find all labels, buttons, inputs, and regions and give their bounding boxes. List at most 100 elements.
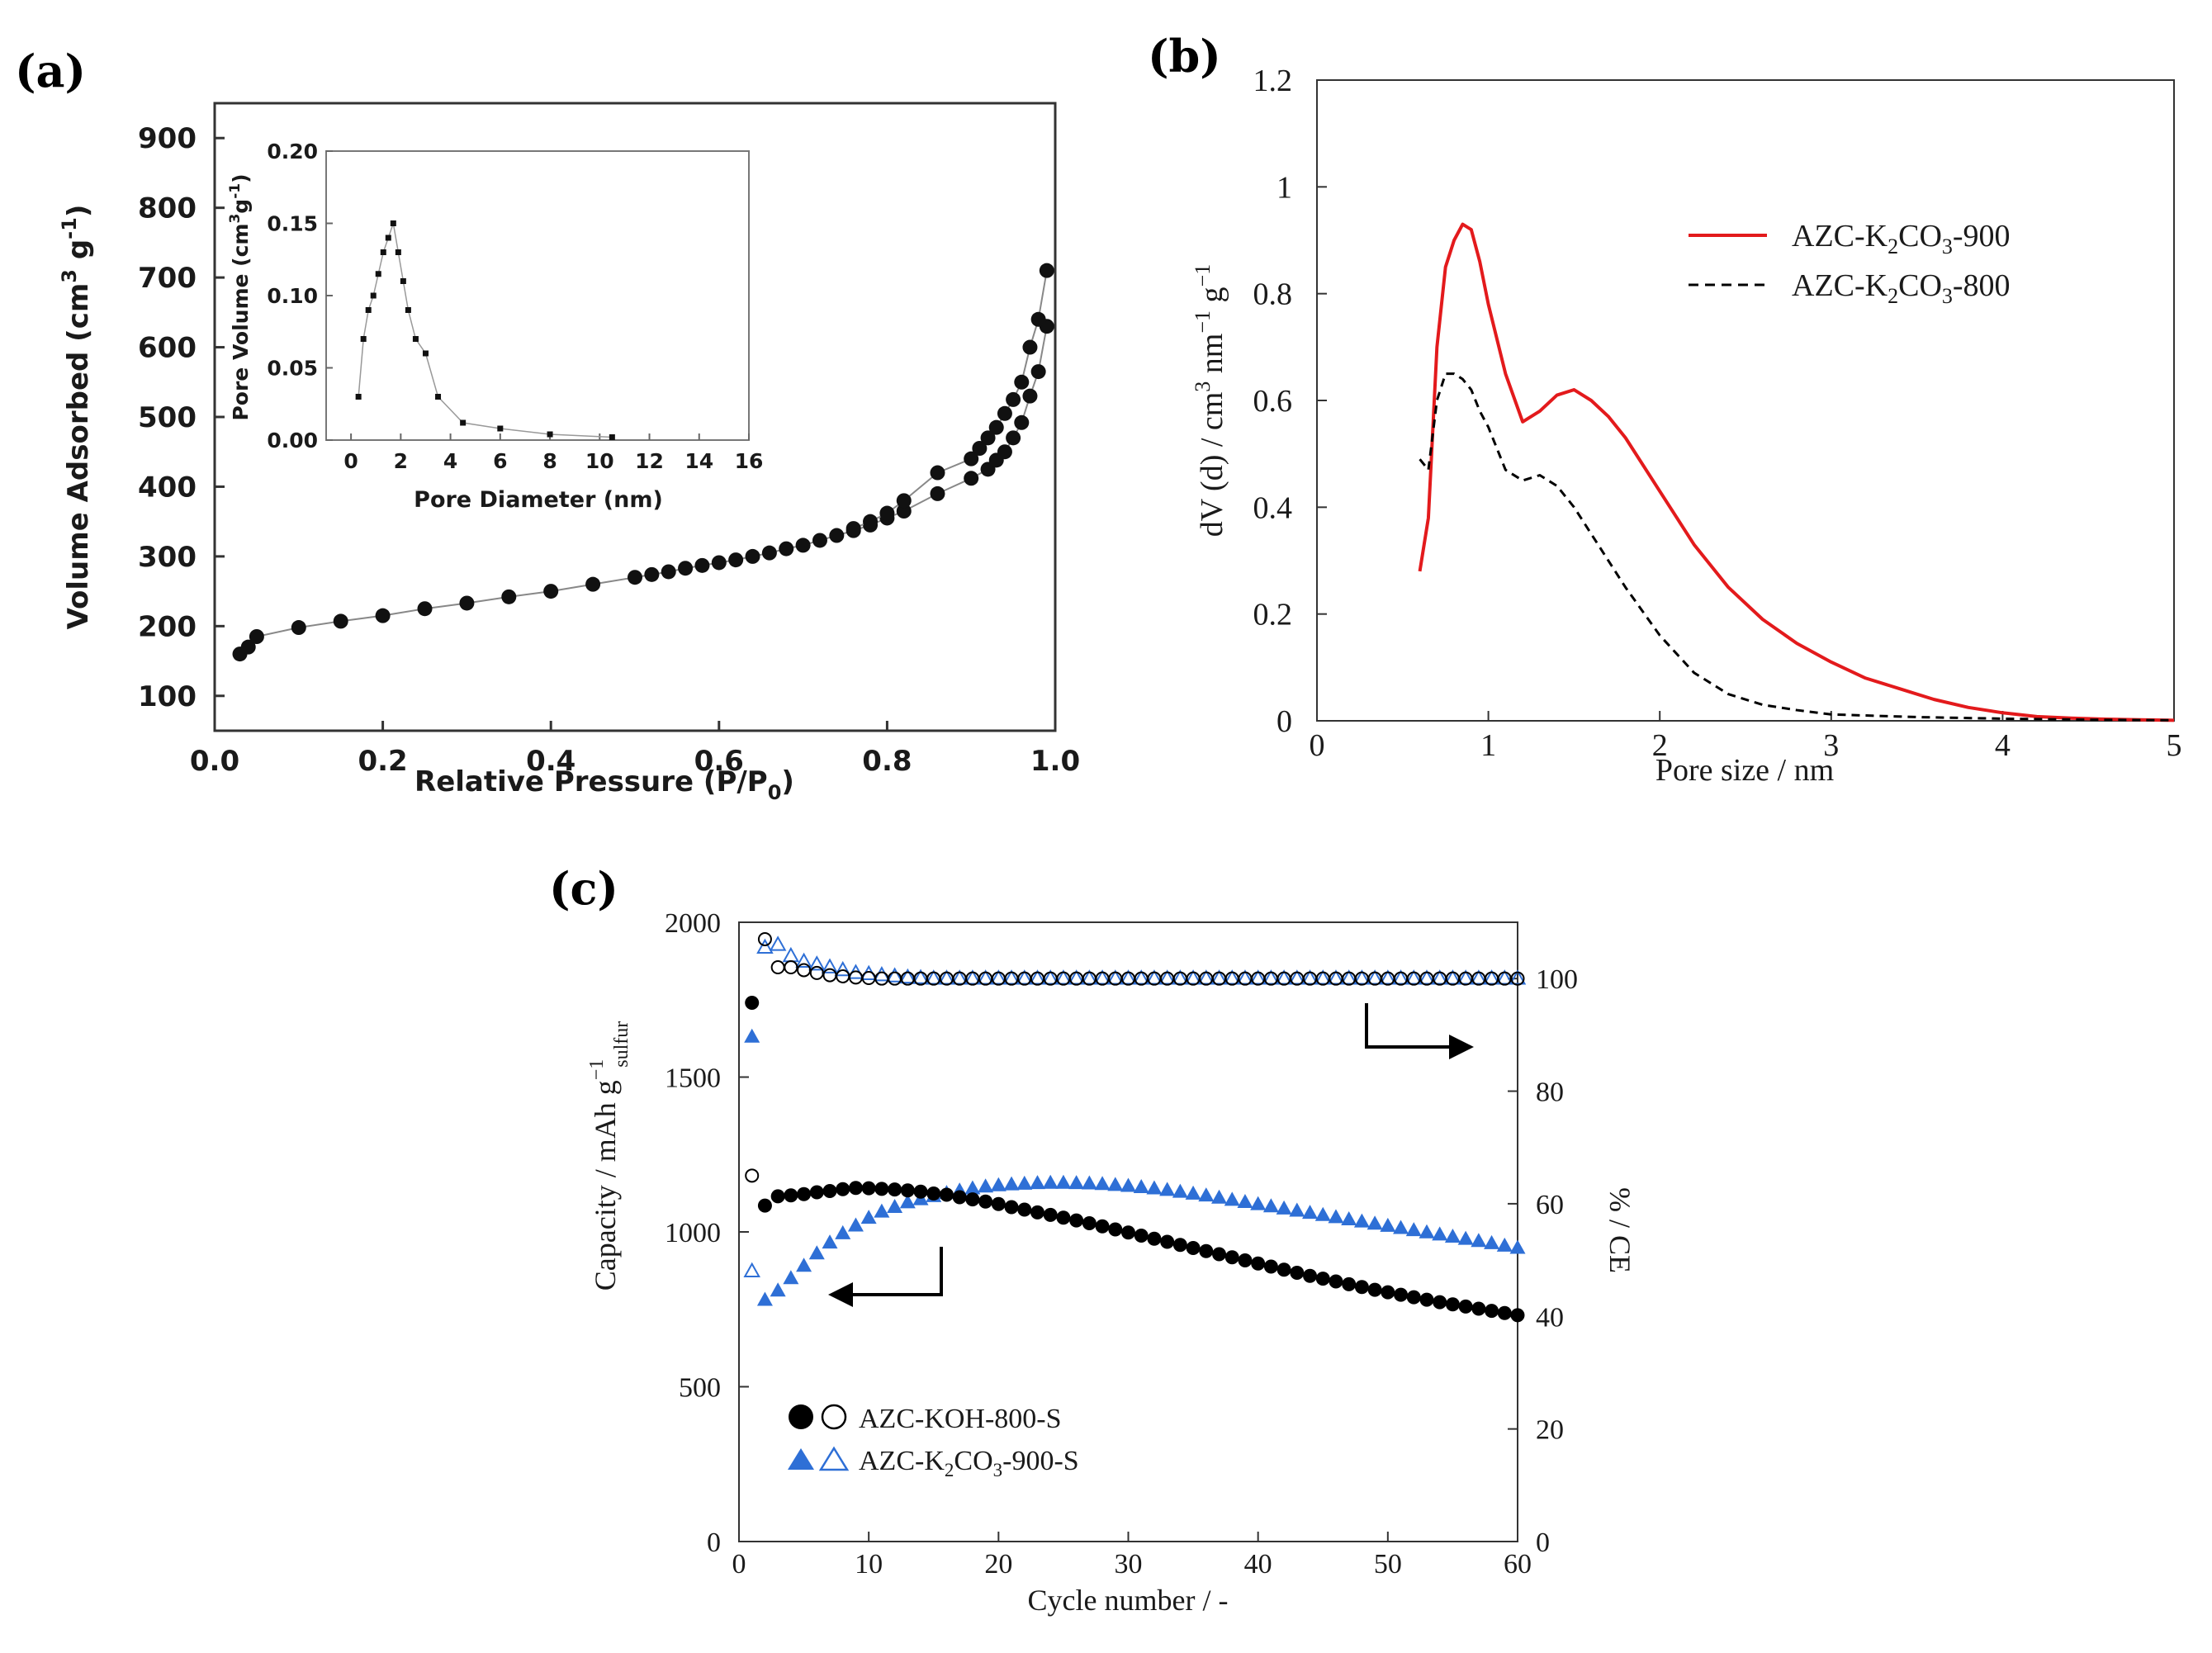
capacity-koh-800-s-point	[861, 1181, 876, 1196]
legend-900-label: AZC-K2CO3-900	[1792, 219, 2011, 258]
y-tick-right-label: 0	[1536, 1527, 1550, 1558]
capacity-k2co3-900-s-point	[1198, 1187, 1215, 1202]
capacity-koh-800-s-point	[848, 1181, 863, 1196]
ce-k2co3-900-s-point	[1041, 969, 1059, 985]
adsorption-point	[829, 528, 845, 543]
panel-b-legend: AZC-K2CO3-900 AZC-K2CO3-800	[1689, 219, 2011, 308]
adsorption-point	[1030, 364, 1046, 380]
ce-k2co3-900-s-point	[1353, 969, 1371, 985]
desorption-point	[1022, 339, 1038, 355]
capacity-k2co3-900-s-point	[1055, 1174, 1072, 1189]
y-tick-left-label: 1000	[665, 1218, 721, 1248]
y-tick-left-label: 500	[679, 1373, 721, 1404]
capacity-k2co3-900-s-point	[756, 1291, 773, 1306]
capacity-koh-800-s-point	[1342, 1276, 1357, 1291]
ce-k2co3-900-s-point	[1405, 969, 1423, 985]
ce-k2co3-900-s-point	[1106, 969, 1125, 985]
ce-k2co3-900-s-point	[756, 938, 774, 954]
capacity-koh-800-s-point	[1043, 1207, 1058, 1222]
capacity-k2co3-900-s-point	[887, 1199, 903, 1213]
ce-k2co3-900-s-point	[1236, 969, 1254, 985]
adsorption-point	[249, 629, 264, 644]
arrow-left-indicator	[828, 1247, 943, 1307]
panel-a-x-label: Relative Pressure (P/P0)	[414, 765, 794, 804]
capacity-koh-800-s-point	[745, 996, 760, 1010]
capacity-koh-800-s-point	[939, 1187, 954, 1202]
capacity-k2co3-900-s-point	[808, 1245, 825, 1260]
inset-point	[405, 307, 411, 313]
panel-c-y-ticks-left: 0 500 1000 1500 2000	[665, 908, 749, 1558]
capacity-k2co3-900-s-point	[1068, 1175, 1085, 1190]
capacity-k2co3-900-s-point	[835, 1224, 851, 1239]
panel-b-y-ticks: 0 0.2 0.4 0.6 0.8 1 1.2	[1253, 64, 1327, 739]
panel-a: (a) 0.0 0.2 0.4 0.6 0.8 1.0 10020030040050060…	[15, 45, 1080, 804]
ce-k2co3-900-s-point	[821, 958, 839, 973]
ce-k2co3-900-s-point	[1275, 969, 1293, 985]
capacity-k2co3-900-s-point	[990, 1177, 1007, 1191]
capacity-k2co3-900-s-point	[1159, 1182, 1176, 1196]
capacity-koh-800-s-point	[809, 1185, 824, 1200]
adsorption-point	[812, 533, 827, 548]
adsorption-point	[678, 561, 694, 576]
inset-point	[365, 307, 372, 313]
panel-a-series	[232, 263, 1054, 662]
inset-point	[355, 394, 362, 400]
desorption-point	[997, 405, 1012, 421]
panel-c-label: (c)	[549, 862, 618, 915]
y-tick-right-label: 20	[1536, 1415, 1564, 1446]
y-tick-label: 0.2	[1253, 598, 1293, 632]
x-tick-label: 60	[1504, 1549, 1532, 1580]
panel-a-inset: 0 2 4 6 8 10 12 14 16 0.00 0.05 0.10 0.15 0.20 Pore …	[227, 140, 763, 513]
ce-k2co3-900-s-point	[899, 968, 917, 984]
capacity-koh-800-s-point	[1172, 1238, 1187, 1253]
capacity-koh-800-s-point	[1419, 1292, 1434, 1307]
adsorption-point	[644, 566, 660, 582]
inset-point	[422, 350, 429, 357]
capacity-k2co3-900-s-point	[770, 1282, 786, 1297]
inset-x-ticks: 0 2 4 6 8 10 12 14 16	[343, 433, 763, 473]
adsorption-point	[333, 613, 348, 629]
legend-koh-filled-marker	[789, 1404, 813, 1429]
y-tick-label: 0.8	[1253, 277, 1293, 312]
capacity-koh-800-s-point	[1367, 1282, 1382, 1297]
panel-b: (b) 0 1 2 3 4 5 0 0.2 0.4 0.6 0.8 1 1.2 Pore size /…	[1148, 30, 2182, 788]
inset-y-label: Pore Volume (cm3g-1)	[227, 173, 253, 420]
x-tick-label: 0.8	[862, 745, 912, 778]
series-AZC-K2CO3-900	[1418, 222, 2175, 722]
inset-x-label: Pore Diameter (nm)	[414, 487, 663, 513]
desorption-point	[879, 505, 895, 521]
capacity-k2co3-900-s-point	[860, 1210, 877, 1224]
inset-y-tick-label: 0.20	[267, 140, 318, 163]
y-tick-label: 500	[138, 401, 197, 434]
desorption-point	[972, 441, 988, 456]
capacity-koh-800-s-point	[1121, 1225, 1135, 1240]
capacity-koh-800-s-point	[913, 1184, 928, 1199]
capacity-k2co3-900-s-point	[1496, 1237, 1513, 1252]
desorption-point	[1006, 391, 1021, 407]
y-tick-label: 200	[138, 610, 197, 643]
ce-koh-800-s-point	[797, 963, 812, 978]
desorption-point	[863, 514, 879, 529]
x-tick-label: 1	[1480, 728, 1496, 763]
adsorption-point	[761, 545, 777, 561]
capacity-k2co3-900-s-point	[1328, 1209, 1344, 1224]
inset-y-tick-label: 0.10	[267, 284, 318, 308]
ce-k2co3-900-s-point	[1093, 969, 1111, 985]
ce-k2co3-900-s-point	[1172, 969, 1189, 985]
inset-y-tick-label: 0.15	[267, 212, 318, 236]
ce-k2co3-900-s-point	[1210, 969, 1228, 985]
adsorption-point	[375, 608, 391, 623]
capacity-koh-800-s-point	[836, 1182, 850, 1196]
capacity-k2co3-900-s-point	[1509, 1239, 1526, 1254]
x-tick-label: 20	[984, 1549, 1012, 1580]
ce-k2co3-900-s-point	[769, 935, 787, 951]
x-tick-label: 5	[2167, 728, 2182, 763]
ce-k2co3-900-s-point	[1120, 969, 1137, 985]
inset-point	[395, 249, 401, 255]
capacity-koh-800-s-point	[1238, 1253, 1253, 1267]
ce-k2co3-900-s-point	[1301, 969, 1319, 985]
capacity-koh-800-s-point	[1147, 1231, 1162, 1246]
capacity-koh-800-s-point	[1329, 1274, 1343, 1289]
adsorption-point	[930, 485, 945, 501]
panel-b-x-label: Pore size / nm	[1655, 753, 1834, 788]
